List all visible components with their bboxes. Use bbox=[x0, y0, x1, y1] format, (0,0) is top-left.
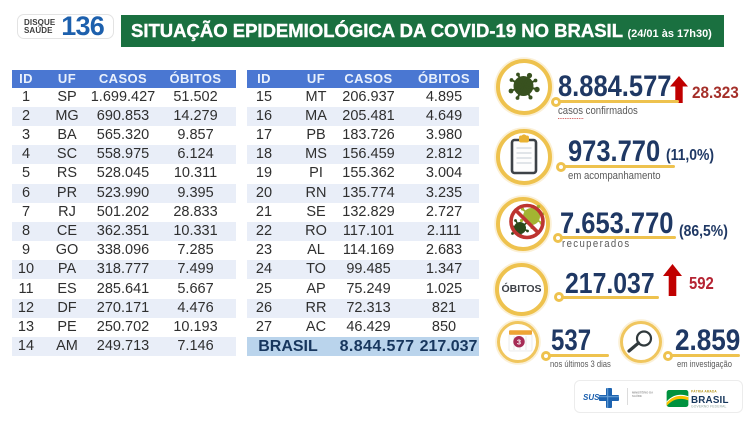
svg-text:3: 3 bbox=[517, 337, 521, 346]
